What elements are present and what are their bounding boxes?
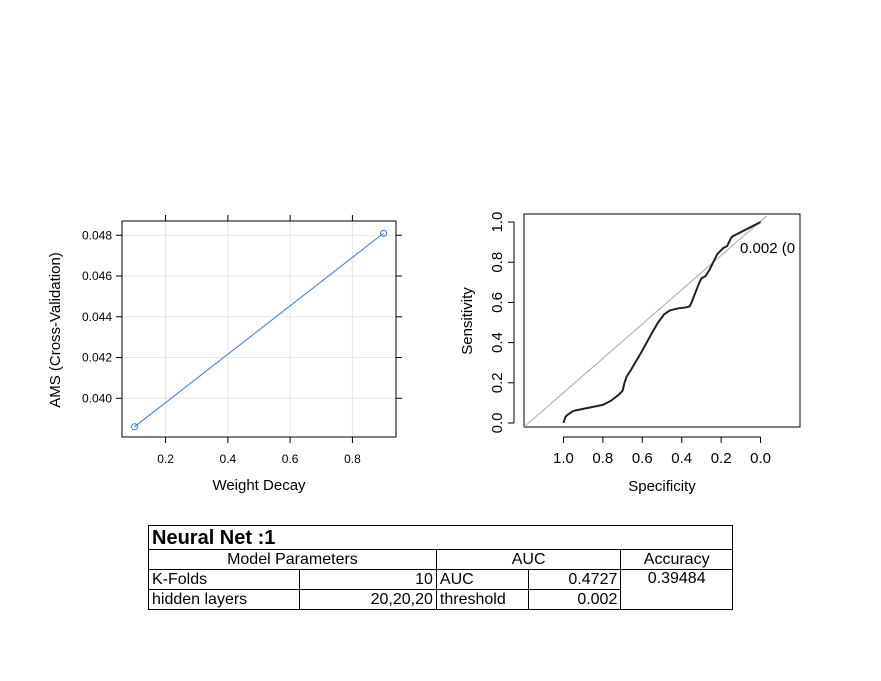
roc-series xyxy=(523,215,767,428)
roc-x-tick-label: 0.6 xyxy=(632,450,653,467)
roc-x-tick-label: 0.0 xyxy=(750,450,771,467)
summary-row: K-Folds 10 AUC 0.4727 0.39484 xyxy=(147,569,733,610)
summary-title-row: Neural Net :1 xyxy=(148,525,733,550)
ams-x-axis-label: Weight Decay xyxy=(212,477,306,494)
param-value: 20,20,20 xyxy=(299,589,437,610)
roc-y-tick-label: 0.2 xyxy=(489,372,506,393)
roc-x-tick-label: 0.4 xyxy=(671,450,692,467)
metric-value: 0.4727 xyxy=(528,569,622,590)
roc-x-tick-label: 0.8 xyxy=(592,450,613,467)
ams-x-tick-label: 0.2 xyxy=(157,452,174,466)
ams-y-tick-label: 0.042 xyxy=(82,351,112,365)
ams-y-tick-label: 0.044 xyxy=(82,310,112,324)
ams-y-axis-label: AMS (Cross-Validation) xyxy=(47,252,64,408)
summary-header-row: Model Parameters AUC Accuracy xyxy=(148,549,733,570)
ams-data-point xyxy=(380,229,388,237)
ams-series xyxy=(130,229,388,431)
roc-y-tick-label: 0.0 xyxy=(489,413,506,434)
ams-y-tick-label: 0.048 xyxy=(82,228,112,242)
roc-chart: 1.0 0.8 0.6 0.4 0.2 0.0 0.0 0.2 0.4 0.6 0.8 1.0 0.0… xyxy=(459,212,801,495)
ams-series-line xyxy=(134,232,384,428)
ams-x-tick-label: 0.8 xyxy=(344,452,361,466)
summary-row: hidden layers 20,20,20 threshold 0.002 xyxy=(147,589,733,610)
metric-name: AUC xyxy=(435,569,530,590)
metric-value: 0.002 xyxy=(528,589,622,610)
ams-chart: 0.2 0.4 0.6 0.8 0.040 0.042 0.044 0.046 0.048 We… xyxy=(47,215,402,494)
ams-ticks: 0.2 0.4 0.6 0.8 0.040 0.042 0.044 0.046 0.048 xyxy=(82,215,402,466)
roc-y-tick-label: 0.8 xyxy=(489,252,506,273)
accuracy-value: 0.39484 xyxy=(620,569,733,610)
roc-y-tick-label: 1.0 xyxy=(489,212,506,233)
ams-y-tick-label: 0.046 xyxy=(82,269,112,283)
model-summary-table: Neural Net :1 Model Parameters AUC Accur… xyxy=(147,525,733,610)
roc-ticks: 1.0 0.8 0.6 0.4 0.2 0.0 0.0 0.2 0.4 0.6 0.8 1.0 xyxy=(489,212,771,467)
roc-y-tick-label: 0.4 xyxy=(489,332,506,353)
param-value: 10 xyxy=(299,569,437,590)
header-model-parameters: Model Parameters xyxy=(148,549,437,570)
roc-x-tick-label: 1.0 xyxy=(553,450,574,467)
summary-title: Neural Net :1 xyxy=(148,525,733,550)
param-name: K-Folds xyxy=(147,569,301,590)
roc-x-tick-label: 0.2 xyxy=(711,450,732,467)
ams-x-tick-label: 0.6 xyxy=(282,452,299,466)
roc-reference-line xyxy=(523,215,767,428)
roc-x-axis-label: Specificity xyxy=(628,478,696,495)
header-auc: AUC xyxy=(435,549,622,570)
param-name: hidden layers xyxy=(147,589,301,610)
ams-y-tick-label: 0.040 xyxy=(82,391,112,405)
metric-name: threshold xyxy=(435,589,530,610)
ams-data-point xyxy=(130,423,138,431)
roc-curve xyxy=(562,221,762,424)
roc-plot-frame xyxy=(523,213,801,428)
roc-y-tick-label: 0.6 xyxy=(489,292,506,313)
header-accuracy: Accuracy xyxy=(620,549,733,570)
roc-y-axis-label: Sensitivity xyxy=(459,287,476,355)
ams-grid xyxy=(122,221,396,437)
ams-x-tick-label: 0.4 xyxy=(220,452,237,466)
roc-threshold-annotation: 0.002 (0 xyxy=(740,240,795,257)
ams-plot-frame xyxy=(121,220,397,438)
